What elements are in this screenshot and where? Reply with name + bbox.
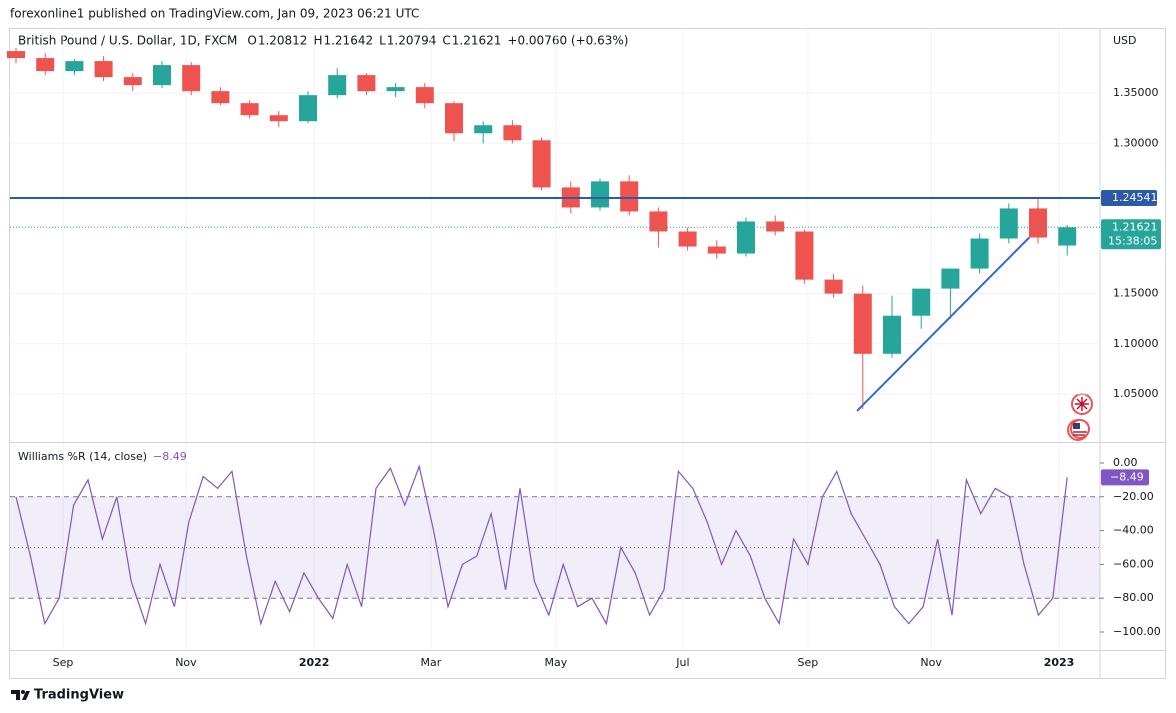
candle-body (883, 315, 901, 354)
price-tick-label: 1.15000 (1113, 287, 1159, 300)
candle-body (328, 75, 347, 96)
usd-flag-stripes (1073, 431, 1087, 436)
wr-tick-label: −80.00 (1113, 591, 1154, 604)
candle-body (1058, 227, 1077, 246)
price-tick-label: 1.35000 (1113, 86, 1159, 99)
trendline (856, 236, 1030, 412)
candle-body (824, 279, 843, 294)
ohlc-label: C (442, 34, 450, 48)
time-label: Jul (675, 656, 689, 669)
candle-body (94, 61, 113, 78)
last-price-tag (1101, 219, 1161, 250)
time-label: Sep (798, 656, 819, 669)
symbol: British Pound / U.S. Dollar, 1D, FXCM (18, 34, 237, 48)
wr-tag (1101, 469, 1149, 486)
last-price-label: 1.21621 (1112, 220, 1158, 233)
level-tag (1101, 190, 1157, 207)
ohlc-label: O (247, 34, 256, 48)
time-label: Sep (53, 656, 74, 669)
candle-body (386, 87, 405, 92)
candle-body (649, 211, 668, 232)
candle-body (707, 246, 726, 254)
time-label: Mar (421, 656, 442, 669)
time-label: Nov (175, 656, 197, 669)
candle-body (299, 95, 317, 122)
candle-body (269, 115, 288, 122)
candle-body (1029, 208, 1047, 238)
candle-body (240, 103, 259, 116)
candle-body (532, 140, 551, 188)
candle-body (591, 181, 609, 208)
candle-body (7, 51, 25, 59)
ohlc-value: 1.20812 (258, 34, 308, 48)
time-label: 2022 (299, 656, 330, 669)
candle-body (153, 65, 171, 86)
indicator-value: −8.49 (153, 450, 187, 463)
indicator-title: Williams %R (14, close) (18, 450, 147, 463)
price-tick-label: 1.10000 (1113, 337, 1159, 350)
change: +0.00760 (+0.63%) (507, 34, 628, 48)
candle-body (678, 231, 697, 247)
wr-tick-label: −100.00 (1113, 625, 1161, 638)
candle-body (737, 221, 755, 254)
candle-body (36, 58, 55, 72)
logo-mark (11, 690, 20, 700)
candle-body (503, 125, 522, 141)
price-tick-label: 1.30000 (1113, 136, 1159, 149)
candle-body (795, 231, 814, 280)
wr-line (15, 464, 1068, 626)
ohlc-label: L (379, 34, 386, 48)
wr-tick-label: −20.00 (1113, 490, 1154, 503)
time-label: May (545, 656, 568, 669)
candle-body (766, 221, 785, 232)
candle-body (445, 103, 463, 134)
candle-body (474, 125, 493, 134)
price-tick-label: 1.05000 (1113, 387, 1159, 400)
candle-body (970, 238, 989, 269)
ohlc-value: 1.21642 (323, 34, 373, 48)
wr-tag-label: −8.49 (1110, 470, 1144, 483)
published-note: forexonline1 published on TradingView.co… (10, 7, 419, 21)
wr-tick-label: −40.00 (1113, 524, 1154, 537)
candle-body (211, 91, 230, 104)
candle-body (182, 65, 201, 92)
candle-body (65, 61, 84, 72)
candle-body (999, 208, 1018, 239)
ohlc-value: 1.20794 (387, 34, 437, 48)
candle-body (123, 77, 142, 86)
candle-body (357, 75, 376, 92)
logo-dot (21, 690, 25, 694)
usd-flag-canton (1073, 423, 1080, 429)
currency-flags (1067, 393, 1093, 441)
currency: USD (1113, 34, 1137, 47)
logo-mark-2 (22, 691, 30, 700)
candle-body (415, 87, 434, 104)
candle-body (941, 268, 960, 289)
countdown: 15:38:05 (1108, 234, 1157, 247)
candle-body (912, 288, 931, 316)
level-tag-label: 1.24541 (1112, 191, 1158, 204)
tv-logo (11, 690, 30, 700)
wr-tick-label: −60.00 (1113, 557, 1154, 570)
time-label: Nov (920, 656, 942, 669)
frame (9, 28, 1166, 679)
wr-tick-label: 0.00 (1113, 456, 1138, 469)
ohlc-label: H (313, 34, 322, 48)
candle-body (620, 181, 639, 212)
ohlc-value: 1.21621 (452, 34, 502, 48)
brand: TradingView (34, 688, 124, 703)
candle-body (853, 293, 872, 354)
gbp-flag-cross (1075, 397, 1089, 411)
time-label: 2023 (1044, 656, 1075, 669)
